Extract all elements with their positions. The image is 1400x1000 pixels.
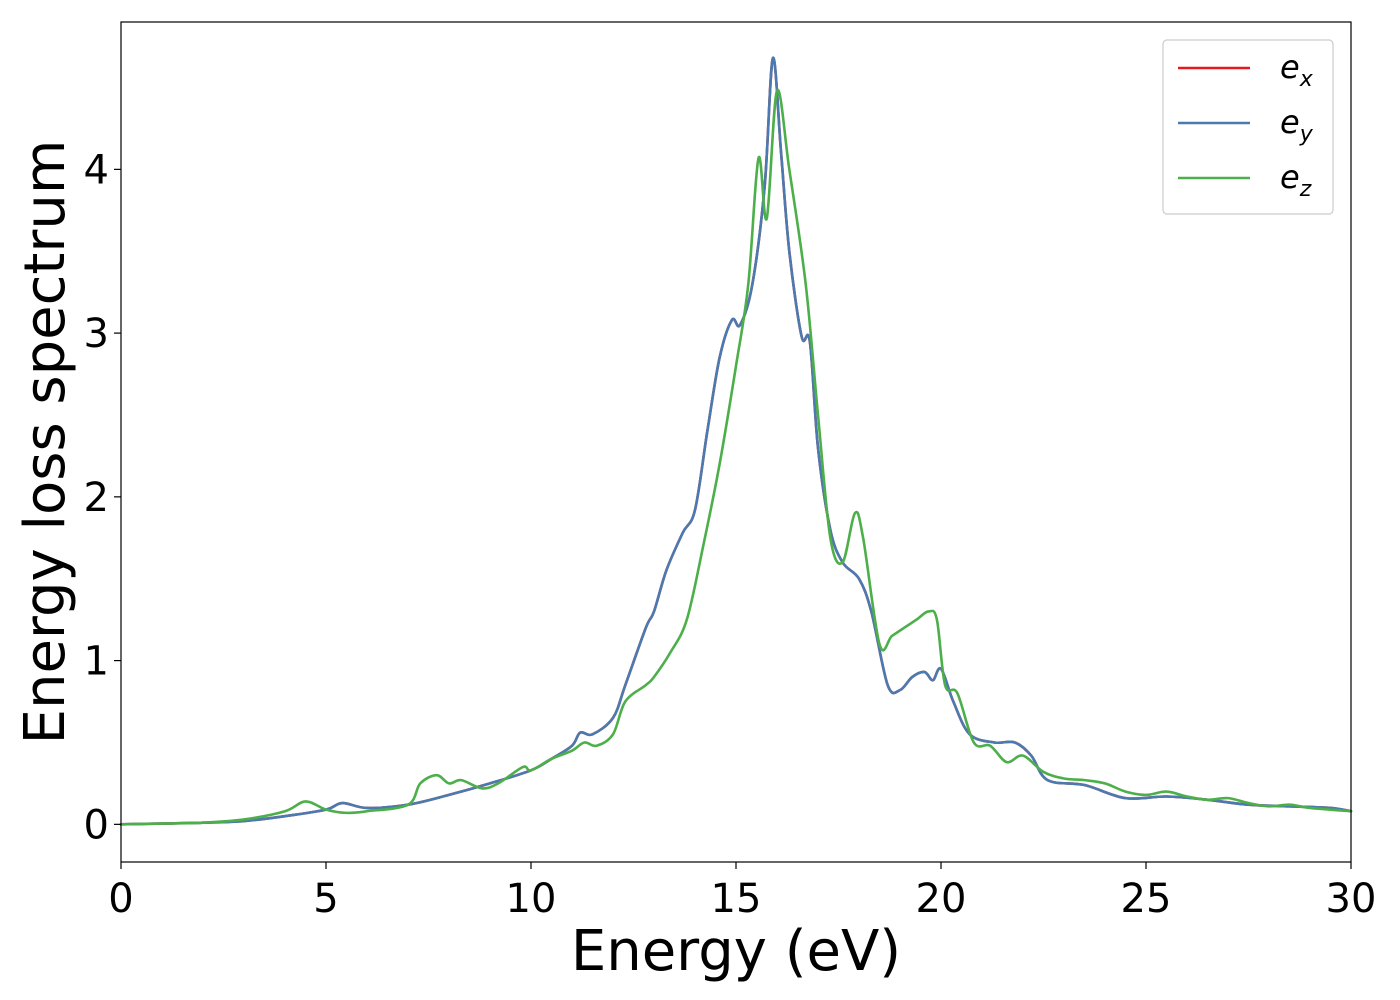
y-axis-label: Energy loss spectrum xyxy=(13,140,78,745)
y-axis: 0 1 2 3 4 xyxy=(84,147,121,848)
legend-label-z: ez xyxy=(1280,158,1312,202)
x-tick-label: 20 xyxy=(916,876,967,922)
x-tick-label: 5 xyxy=(313,876,338,922)
plot-area xyxy=(121,22,1351,862)
y-tick-label: 2 xyxy=(84,475,109,521)
legend: ex ey ez xyxy=(1162,39,1334,215)
x-tick-label: 25 xyxy=(1121,876,1172,922)
x-tick-label: 15 xyxy=(711,876,762,922)
x-tick-label: 10 xyxy=(506,876,557,922)
x-tick-label: 0 xyxy=(108,876,133,922)
series-line-y xyxy=(119,56,1353,826)
legend-label-y: ey xyxy=(1280,103,1314,147)
legend-label-x: ex xyxy=(1280,48,1314,92)
y-tick-label: 0 xyxy=(84,802,109,848)
x-tick-label: 30 xyxy=(1326,876,1377,922)
series-layer xyxy=(119,56,1353,826)
y-tick-label: 1 xyxy=(84,639,109,685)
y-tick-label: 3 xyxy=(84,311,109,357)
x-axis: 0 5 10 15 20 25 30 xyxy=(108,862,1376,922)
series-line-z xyxy=(119,88,1353,826)
x-axis-label: Energy (eV) xyxy=(571,919,901,984)
legend-box xyxy=(1162,39,1334,215)
y-tick-label: 4 xyxy=(84,147,109,193)
